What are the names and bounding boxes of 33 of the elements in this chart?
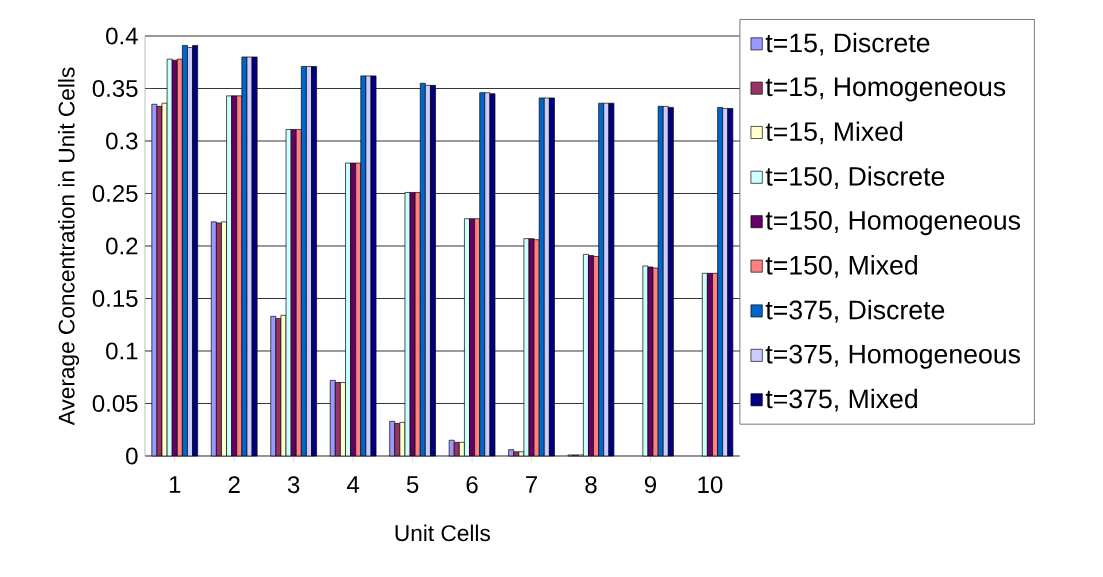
x-tick-label: 9 <box>644 476 657 494</box>
x-tick-label: 10 <box>698 476 723 494</box>
x-tick-label: 7 <box>526 476 538 493</box>
legend-label: t=15, Mixed <box>765 121 903 145</box>
x-tick-label: 5 <box>406 476 419 493</box>
legend-label: t=15, Homogeneous <box>765 77 1006 102</box>
x-axis-title: Unit Cells <box>395 524 490 542</box>
y-tick-label: 0.4 <box>106 27 138 45</box>
legend-label: t=150, Discrete <box>765 166 945 189</box>
bar <box>389 421 396 457</box>
legend-label: t=150, Mixed <box>765 255 917 278</box>
x-tick-label: 2 <box>228 476 240 493</box>
legend-label: t=150, Homogeneous <box>765 210 1021 236</box>
legend-label: t=15, Discrete <box>765 32 930 56</box>
y-tick-label: 0.3 <box>106 132 138 150</box>
y-tick-label: 0.35 <box>92 79 138 97</box>
y-tick-label: 0.05 <box>92 394 138 412</box>
legend-label: t=375, Homogeneous <box>765 344 1021 369</box>
x-tick-label: 3 <box>287 476 300 494</box>
y-tick-label: 0.15 <box>92 289 138 307</box>
x-tick-label: 4 <box>347 476 360 493</box>
y-tick-label: 0.1 <box>106 342 138 360</box>
y-tick-label: 0.25 <box>92 184 138 202</box>
legend-label: t=375, Discrete <box>765 299 945 323</box>
bar <box>448 439 455 457</box>
y-tick-label: 0.2 <box>106 237 138 255</box>
x-tick-label: 1 <box>169 476 181 493</box>
x-tick-label: 6 <box>466 476 478 494</box>
legend-label: t=375, Mixed <box>765 388 917 412</box>
bar <box>508 449 515 457</box>
y-tick-label: 0 <box>126 447 138 465</box>
x-tick-label: 8 <box>585 476 597 494</box>
y-axis-title: Average Concentration in Unit Cells <box>57 67 80 426</box>
